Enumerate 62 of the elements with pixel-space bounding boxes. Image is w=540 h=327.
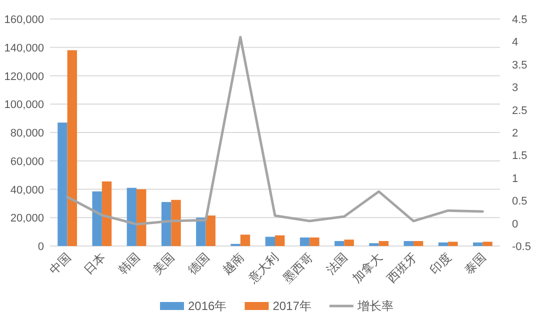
bar	[310, 237, 320, 246]
legend-label: 增长率	[356, 299, 394, 313]
y-tick-label: 20,000	[10, 212, 44, 225]
bar	[196, 218, 206, 246]
bar	[126, 188, 137, 246]
x-tick-label: 韩国	[116, 250, 143, 278]
bar	[438, 242, 448, 246]
bar	[206, 215, 216, 246]
bar	[67, 50, 77, 246]
x-tick-label: 加拿大	[350, 250, 385, 286]
x-tick-label: 墨西哥	[280, 250, 316, 286]
bar	[448, 242, 458, 246]
x-tick-label: 西班牙	[384, 250, 420, 286]
y-tick-label: 140,000	[4, 42, 44, 54]
x-tick-label: 法国	[323, 250, 350, 278]
y2-tick-label: 0	[512, 218, 518, 230]
y2-tick-label: 2.5	[512, 104, 528, 117]
x-tick-label: 美国	[150, 250, 178, 278]
bar	[240, 234, 250, 246]
bar	[404, 241, 414, 246]
bar	[265, 236, 275, 246]
bar	[334, 241, 344, 246]
bar	[136, 189, 146, 246]
y2-tick-label: 3	[512, 82, 518, 94]
x-tick-label: 越南	[220, 250, 247, 278]
y2-tick-label: 4	[512, 36, 518, 49]
y2-tick-label: 0.5	[512, 196, 528, 208]
y2-tick-label: 1.5	[512, 150, 528, 162]
bar	[92, 191, 102, 246]
bar	[161, 202, 172, 246]
bar	[473, 242, 483, 246]
y-tick-label: 0	[38, 241, 44, 253]
x-tick-label: 印度	[427, 250, 454, 278]
x-tick-label: 意大利	[245, 250, 282, 286]
bar	[344, 240, 354, 246]
x-tick-label: 泰国	[462, 250, 489, 278]
y2-tick-label: 4.5	[512, 14, 528, 26]
bar	[58, 122, 68, 246]
y2-tick-label: 3.5	[512, 59, 528, 72]
y-tick-label: 60,000	[10, 156, 44, 168]
x-tick-label: 中国	[46, 250, 74, 278]
y2-tick-label: 1	[512, 172, 518, 185]
y2-tick-label: 2	[512, 128, 518, 140]
bar	[413, 241, 424, 246]
bar	[102, 181, 112, 246]
line-series	[66, 36, 484, 226]
y-tick-label: 40,000	[10, 184, 44, 196]
x-tick-label: 日本	[81, 250, 108, 278]
bar	[300, 237, 310, 246]
x-tick-label: 德国	[185, 250, 212, 278]
y-tick-label: 80,000	[10, 128, 44, 140]
bar	[275, 235, 285, 246]
y-tick-label: 100,000	[4, 99, 44, 112]
legend-label: 2017年	[272, 299, 312, 313]
legend-label: 2016年	[188, 299, 227, 313]
bar	[369, 243, 379, 246]
y2-tick-label: -0.5	[512, 241, 531, 253]
bar	[171, 200, 181, 246]
y-tick-label: 160,000	[4, 14, 44, 26]
y-tick-label: 120,000	[4, 70, 44, 83]
bar	[378, 241, 389, 246]
bar	[482, 242, 492, 246]
